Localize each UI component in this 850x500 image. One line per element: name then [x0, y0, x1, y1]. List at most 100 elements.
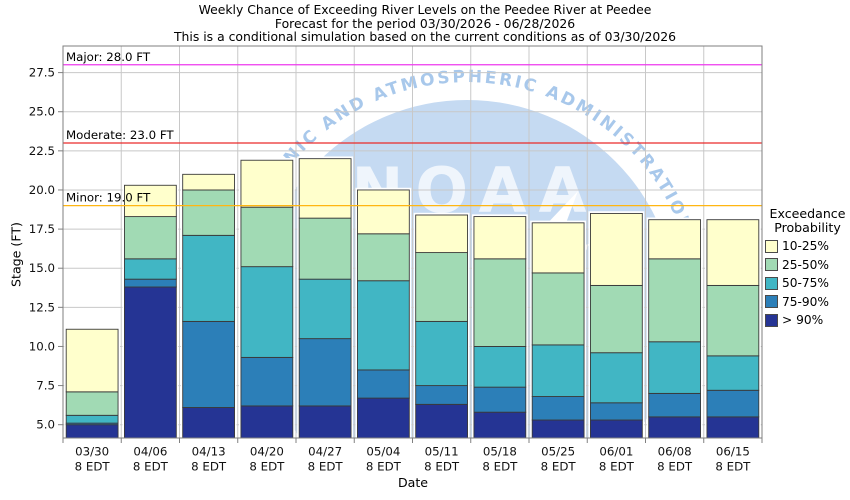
bar-segment-75-90 — [240, 356, 294, 407]
y-tick-label: 7.5 — [36, 379, 55, 393]
legend-label-75-90: 75-90% — [782, 294, 829, 309]
bar-segment-10-25 — [531, 222, 585, 274]
x-tick-label-date: 06/01 — [599, 445, 633, 459]
x-tick-label-date: 04/13 — [192, 445, 226, 459]
bar-segment-10-25 — [182, 173, 235, 191]
legend-swatch-75-90 — [765, 295, 778, 309]
bar-segment-50-75 — [590, 352, 643, 404]
bar-segment-50-75 — [531, 344, 585, 397]
x-tick-label-date: 05/04 — [366, 445, 400, 459]
bar-segment-50-75 — [298, 278, 352, 340]
bar-segment-50-75 — [473, 346, 527, 388]
x-tick-label-date: 05/18 — [483, 445, 517, 459]
legend-title: Exceedance Probability — [765, 207, 850, 235]
bar-segment-10-25 — [240, 159, 294, 208]
legend-label-50-75: 50-75% — [782, 276, 829, 290]
bar-05/04 — [355, 187, 412, 439]
legend-swatch-gt90 — [765, 313, 778, 327]
threshold-label-minor: Minor: 19.0 FT — [66, 191, 151, 205]
x-tick-label-time: 8 EDT — [191, 460, 227, 474]
bar-04/13 — [180, 172, 237, 439]
bar-segment-25-50 — [706, 284, 760, 357]
legend-item-gt90: > 90% — [765, 313, 850, 328]
x-tick-label-time: 8 EDT — [482, 460, 518, 474]
bar-segment-50-75 — [357, 280, 410, 371]
x-tick-label-time: 8 EDT — [366, 460, 402, 474]
bar-segment-gt90 — [357, 397, 410, 439]
bar-segment-10-25 — [473, 216, 527, 260]
bar-segment-gt90 — [648, 416, 702, 439]
bar-segment-75-90 — [648, 392, 702, 418]
bars — [64, 156, 761, 439]
bar-04/06 — [122, 183, 179, 439]
x-tick-label-time: 8 EDT — [249, 460, 285, 474]
y-tick-label: 25.0 — [29, 105, 55, 119]
bar-segment-25-50 — [182, 189, 235, 236]
bar-segment-75-90 — [415, 385, 469, 405]
bar-segment-10-25 — [648, 219, 702, 260]
x-tick-label-date: 05/11 — [425, 445, 459, 459]
x-tick-label-date: 03/30 — [75, 445, 109, 459]
bar-segment-25-50 — [65, 391, 119, 416]
legend: Exceedance Probability 10-25% 25-50% 50-… — [765, 207, 850, 328]
bar-segment-25-50 — [648, 258, 702, 343]
bar-segment-gt90 — [415, 403, 469, 439]
bar-06/08 — [646, 217, 703, 439]
bar-segment-75-90 — [531, 396, 585, 421]
y-tick-label: 17.5 — [29, 222, 55, 236]
bar-05/18 — [471, 214, 528, 439]
bar-segment-75-90 — [123, 278, 177, 288]
bar-06/15 — [704, 217, 761, 439]
legend-swatch-50-75 — [765, 276, 778, 290]
y-tick-label: 10.0 — [29, 339, 55, 353]
bar-segment-gt90 — [706, 416, 760, 439]
bar-segment-25-50 — [531, 272, 585, 346]
x-tick-label-time: 8 EDT — [75, 460, 111, 474]
legend-item-25-50: 25-50% — [765, 258, 850, 273]
bar-segment-10-25 — [415, 214, 469, 254]
bar-segment-gt90 — [531, 419, 585, 439]
bar-segment-10-25 — [65, 328, 119, 393]
threshold-label-moderate: Moderate: 23.0 FT — [66, 128, 174, 142]
x-tick-label-date: 06/15 — [716, 445, 750, 459]
bar-segment-10-25 — [590, 212, 643, 286]
chart-subtitle: Forecast for the period 03/30/2026 - 06/… — [274, 15, 576, 31]
legend-label-25-50: 25-50% — [782, 257, 829, 272]
x-tick-label-time: 8 EDT — [308, 460, 344, 474]
bar-segment-75-90 — [706, 389, 760, 418]
bar-06/01 — [588, 211, 645, 439]
bar-segment-50-75 — [706, 355, 760, 391]
bar-03/30 — [64, 327, 121, 439]
bar-segment-25-50 — [357, 233, 410, 282]
bar-segment-25-50 — [590, 284, 643, 354]
x-tick-label-date: 05/25 — [541, 445, 575, 459]
legend-label-gt90: > 90% — [782, 313, 824, 327]
bar-segment-10-25 — [706, 219, 760, 286]
bar-segment-50-75 — [648, 341, 702, 394]
y-tick-label: 15.0 — [29, 261, 55, 275]
x-tick-label-date: 04/20 — [250, 445, 284, 459]
x-tick-label-time: 8 EDT — [424, 460, 460, 474]
legend-title-line2: Probability — [774, 220, 841, 235]
x-tick-label-time: 8 EDT — [541, 460, 577, 474]
x-tick-label-date: 04/06 — [133, 445, 167, 459]
y-tick-label: 5.0 — [36, 418, 55, 432]
legend-label-10-25: 10-25% — [782, 239, 829, 253]
y-tick-label: 27.5 — [29, 66, 55, 80]
bar-segment-gt90 — [473, 411, 527, 439]
bar-segment-25-50 — [415, 252, 469, 322]
bar-segment-75-90 — [298, 338, 352, 407]
bar-segment-10-25 — [357, 189, 410, 235]
x-tick-label-date: 04/27 — [308, 445, 342, 459]
legend-item-75-90: 75-90% — [765, 295, 850, 310]
bar-segment-75-90 — [590, 402, 643, 421]
bar-segment-50-75 — [65, 414, 119, 424]
chart-titles: Weekly Chance of Exceeding River Levels … — [0, 3, 850, 44]
x-tick-label-time: 8 EDT — [133, 460, 169, 474]
y-tick-label: 12.5 — [29, 300, 55, 314]
bar-segment-gt90 — [123, 286, 177, 439]
chart-note: This is a conditional simulation based o… — [173, 29, 676, 45]
bar-segment-25-50 — [240, 206, 294, 268]
x-axis-label: Date — [397, 475, 429, 490]
